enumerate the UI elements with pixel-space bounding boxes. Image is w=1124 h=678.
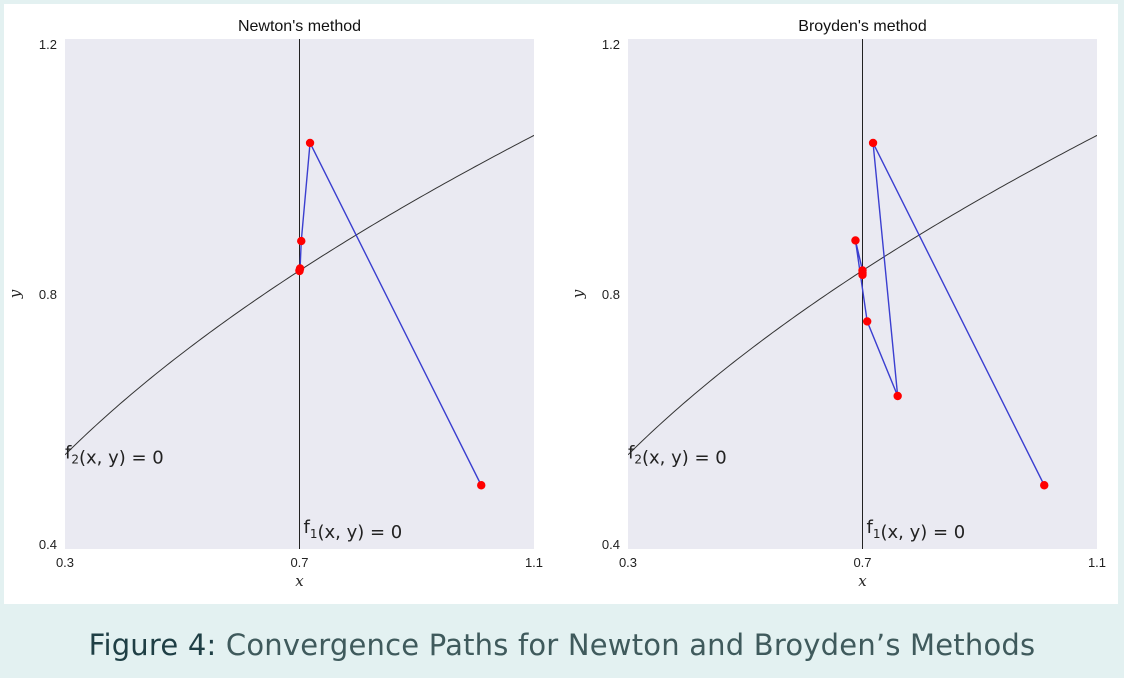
- chart-title: Newton's method: [238, 18, 361, 35]
- x-tick-label: 0.7: [853, 555, 871, 570]
- y-tick-label: 0.4: [39, 537, 57, 552]
- iterate-point: [295, 266, 304, 276]
- figure-caption-label: Figure 4:: [88, 628, 217, 662]
- y-tick-label: 1.2: [602, 37, 620, 52]
- x-tick-label: 1.1: [1088, 555, 1106, 570]
- iterate-point: [297, 236, 306, 246]
- x-tick-label: 1.1: [525, 555, 543, 570]
- f1-curve-label: f1(x, y) = 0: [867, 517, 966, 543]
- iterate-point: [851, 236, 860, 245]
- y-axis-label: y: [6, 289, 24, 299]
- iterate-point: [893, 391, 902, 401]
- y-axis-label: y: [569, 289, 587, 299]
- iterate-point: [477, 481, 486, 490]
- figure-charts: Newton's method 0.3 0.7 1.1 0.4 0.8 1.2 x y f2(x,…: [6, 18, 1106, 590]
- chart-title: Broyden's method: [798, 18, 926, 35]
- iterate-point: [862, 317, 872, 326]
- figure-caption-text: Convergence Paths for Newton and Broyden…: [216, 628, 1036, 662]
- figure-panel: Newton's method 0.3 0.7 1.1 0.4 0.8 1.2 x y f2(x,…: [4, 4, 1118, 604]
- iterate-point: [305, 138, 315, 148]
- x-tick-label: 0.3: [619, 555, 637, 570]
- chart-panel-1: Newton's method 0.3 0.7 1.1 0.4 0.8 1.2 x y f2(x,…: [6, 18, 543, 590]
- iterate-point: [868, 138, 878, 148]
- f1-curve-label: f1(x, y) = 0: [304, 517, 403, 543]
- x-axis-label: x: [858, 572, 867, 590]
- iterate-point: [1040, 481, 1049, 490]
- y-tick-label: 0.4: [602, 537, 620, 552]
- iterate-point: [858, 270, 867, 280]
- y-tick-label: 1.2: [39, 37, 57, 52]
- x-axis-label: x: [295, 572, 304, 590]
- f2-curve-label: f2(x, y) = 0: [628, 442, 727, 468]
- x-tick-label: 0.3: [56, 555, 74, 570]
- chart-panel-2: Broyden's method 0.3 0.7 1.1 0.4 0.8 1.2 x y f2(x…: [569, 18, 1106, 590]
- y-tick-label: 0.8: [39, 287, 57, 302]
- x-tick-label: 0.7: [290, 555, 308, 570]
- f2-curve-label: f2(x, y) = 0: [65, 442, 164, 468]
- figure-caption: Figure 4: Convergence Paths for Newton a…: [0, 628, 1124, 662]
- y-tick-label: 0.8: [602, 287, 620, 302]
